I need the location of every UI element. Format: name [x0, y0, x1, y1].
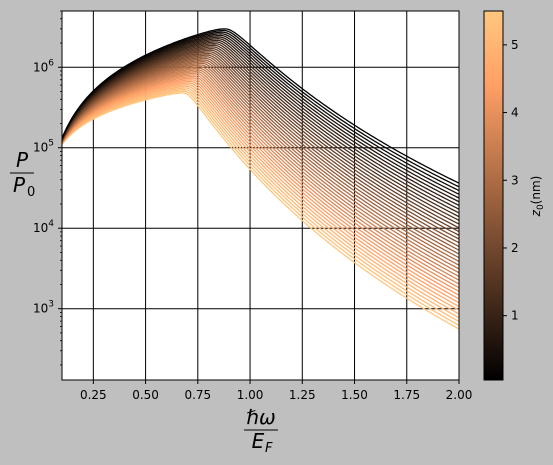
x-label-denominator: E — [252, 429, 265, 453]
plot-frame — [61, 10, 460, 381]
y-axis-ticks: 103 104 105 106 — [33, 10, 62, 366]
series-line — [62, 87, 459, 319]
y-tick-label: 106 — [33, 58, 54, 74]
colorbar-tick-label: 4 — [511, 106, 519, 120]
x-tick-label: 1.75 — [393, 388, 420, 402]
series-line — [62, 47, 459, 229]
y-label-denominator-sub: 0 — [27, 185, 35, 200]
series-line — [62, 31, 459, 192]
series-line — [62, 33, 459, 195]
series-line — [62, 28, 459, 184]
series-line — [62, 77, 459, 296]
series-line — [62, 36, 459, 203]
x-label-numerator: ℏω — [246, 405, 275, 429]
x-tick-label: 2.00 — [446, 388, 473, 402]
series-line — [62, 70, 459, 281]
y-tick-label: 105 — [33, 139, 54, 155]
series-line — [62, 62, 459, 263]
colorbar-tick-label: 3 — [511, 173, 519, 187]
series-line — [62, 34, 459, 199]
curves — [62, 28, 459, 330]
y-tick-label: 104 — [33, 219, 54, 235]
series-line — [62, 69, 459, 278]
y-label-denominator: P — [13, 173, 26, 197]
series-line — [62, 42, 459, 218]
y-label-numerator: P — [16, 148, 29, 172]
series-line — [62, 92, 459, 330]
series-line — [62, 52, 459, 240]
x-axis-label: ℏω E F — [244, 405, 278, 456]
colorbar-label-sub: 0 — [536, 204, 546, 210]
x-tick-label: 0.25 — [80, 388, 107, 402]
series-line — [62, 80, 459, 304]
x-tick-label: 0.75 — [184, 388, 211, 402]
colorbar-tick-label: 1 — [511, 309, 519, 323]
colorbar-label-unit: (nm) — [529, 176, 543, 205]
series-line — [62, 64, 459, 266]
colorbar-ticks: 1 2 3 4 5 — [503, 38, 519, 323]
series-line — [62, 46, 459, 225]
x-axis-ticks: 0.25 0.50 0.75 1.00 1.25 1.50 1.75 2.00 — [80, 380, 472, 402]
series-line — [62, 67, 459, 274]
colorbar-label: z0(nm) — [529, 176, 546, 218]
series-line — [62, 56, 459, 248]
colorbar-tick-label: 2 — [511, 241, 519, 255]
series-line — [62, 57, 459, 251]
colorbar-tick-label: 5 — [511, 38, 519, 52]
series-line — [62, 38, 459, 207]
series-line — [62, 54, 459, 244]
series-line — [62, 41, 459, 214]
series-line — [62, 72, 459, 285]
series-line — [62, 84, 459, 311]
series-line — [62, 88, 459, 323]
series-line — [62, 59, 459, 255]
series-line — [62, 74, 459, 289]
colorbar-label-var: z — [529, 209, 543, 217]
series-line — [62, 51, 459, 236]
y-tick-label: 103 — [33, 300, 54, 316]
svg-text:z0(nm): z0(nm) — [529, 176, 546, 218]
series-line — [62, 75, 459, 293]
x-tick-label: 1.00 — [237, 388, 264, 402]
colorbar — [483, 10, 504, 381]
series-line — [62, 85, 459, 315]
series-line — [62, 79, 459, 300]
x-label-denominator-sub: F — [265, 441, 273, 456]
series-line — [62, 49, 459, 233]
series-line — [62, 82, 459, 308]
y-axis-label: P P 0 — [10, 148, 35, 200]
series-line — [62, 44, 459, 221]
series-line — [62, 65, 459, 270]
series-line — [62, 90, 459, 326]
x-tick-label: 1.50 — [341, 388, 368, 402]
series-line — [62, 39, 459, 210]
series-line — [62, 61, 459, 259]
x-tick-label: 1.25 — [289, 388, 316, 402]
x-tick-label: 0.50 — [132, 388, 159, 402]
series-line — [62, 29, 459, 188]
